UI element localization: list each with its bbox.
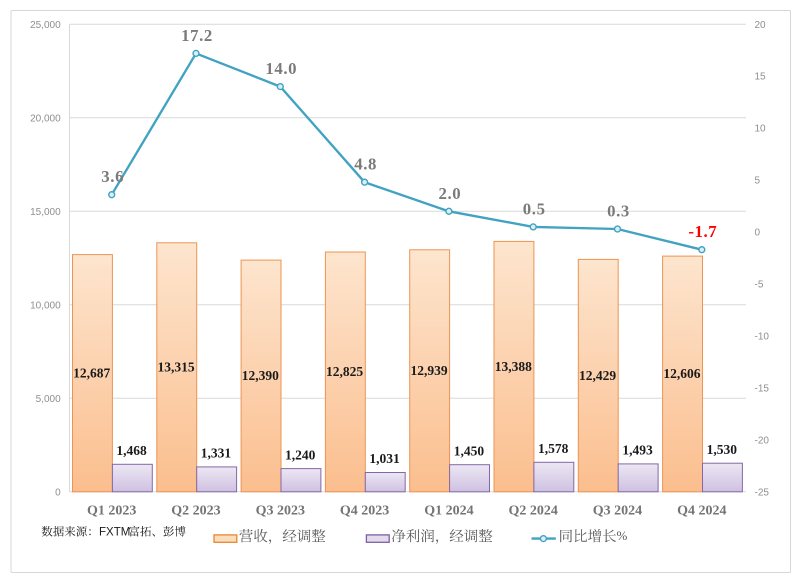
svg-text:1,031: 1,031	[369, 451, 400, 466]
svg-text:Q2 2024: Q2 2024	[509, 504, 558, 519]
svg-text:20: 20	[755, 20, 767, 31]
svg-text:Q3 2023: Q3 2023	[256, 504, 305, 519]
svg-text:10,000: 10,000	[30, 300, 61, 311]
svg-text:20,000: 20,000	[30, 113, 61, 124]
svg-text:0: 0	[755, 228, 761, 239]
svg-text:1,450: 1,450	[454, 443, 485, 458]
svg-text:Q1 2023: Q1 2023	[87, 504, 136, 519]
svg-text:FXTM: FXTM	[99, 527, 130, 539]
svg-text:17.2: 17.2	[181, 26, 213, 45]
svg-text:0.5: 0.5	[523, 199, 546, 218]
svg-text:2.0: 2.0	[439, 184, 462, 203]
svg-text:Q4 2023: Q4 2023	[340, 504, 389, 519]
svg-text:0: 0	[55, 487, 61, 498]
svg-text:12,606: 12,606	[663, 366, 700, 381]
svg-text:5,000: 5,000	[36, 394, 61, 405]
svg-text:1,331: 1,331	[201, 446, 232, 461]
svg-text:25,000: 25,000	[30, 20, 61, 31]
svg-text:14.0: 14.0	[265, 59, 297, 78]
svg-text:Q4 2024: Q4 2024	[677, 504, 726, 519]
svg-text:-20: -20	[755, 435, 770, 446]
svg-text:13,388: 13,388	[495, 359, 532, 374]
svg-text:Q1 2024: Q1 2024	[424, 504, 473, 519]
svg-text:12,390: 12,390	[242, 368, 279, 383]
svg-text:-15: -15	[755, 383, 770, 394]
svg-text:1,530: 1,530	[707, 442, 738, 457]
svg-text:13,315: 13,315	[157, 360, 194, 375]
svg-text:-5: -5	[755, 280, 764, 291]
svg-text:3.6: 3.6	[101, 167, 124, 186]
svg-text:12,939: 12,939	[410, 363, 447, 378]
svg-text:4.8: 4.8	[354, 155, 377, 174]
svg-text:Q3 2024: Q3 2024	[593, 504, 642, 519]
svg-text:0.3: 0.3	[607, 202, 630, 221]
svg-text:Q2 2023: Q2 2023	[171, 504, 220, 519]
svg-text:1,578: 1,578	[538, 441, 569, 456]
svg-text:1,493: 1,493	[622, 443, 653, 458]
svg-text:12,687: 12,687	[73, 365, 110, 380]
svg-text:15: 15	[755, 72, 767, 83]
svg-text:1,240: 1,240	[285, 447, 316, 462]
svg-text:12,825: 12,825	[326, 364, 363, 379]
svg-text:12,429: 12,429	[579, 368, 616, 383]
svg-text:-10: -10	[755, 332, 770, 343]
svg-text:10: 10	[755, 124, 767, 135]
svg-text:15,000: 15,000	[30, 207, 61, 218]
svg-text:%: %	[617, 528, 628, 543]
svg-text:-25: -25	[755, 487, 770, 498]
svg-text:1,468: 1,468	[116, 443, 147, 458]
svg-text:5: 5	[755, 176, 761, 187]
svg-text:-1.7: -1.7	[688, 222, 717, 241]
